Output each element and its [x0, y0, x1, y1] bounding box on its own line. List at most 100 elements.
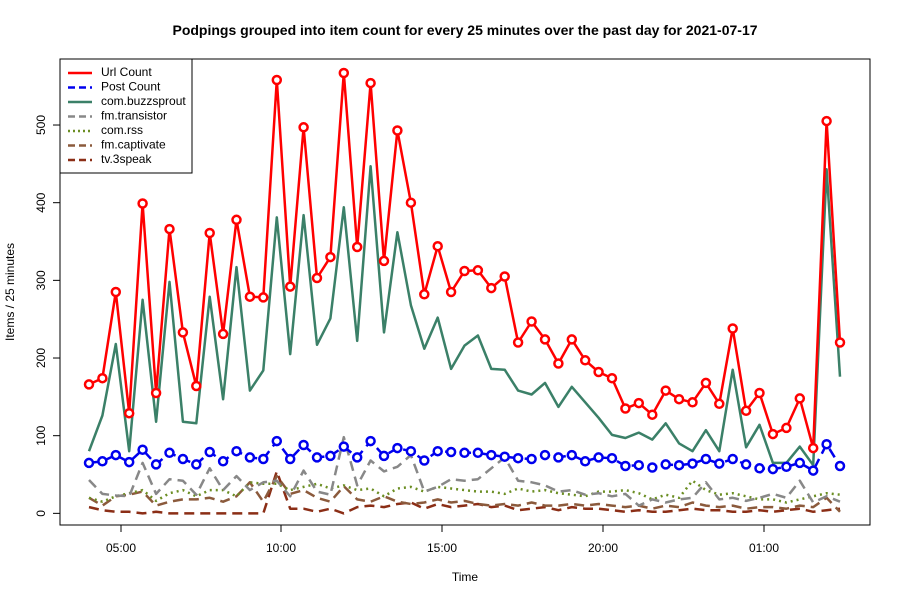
legend-label: fm.transistor [101, 109, 167, 123]
data-point [740, 459, 752, 470]
data-point [83, 379, 95, 390]
data-point [419, 455, 430, 466]
series-line-com-rss [88, 479, 841, 504]
data-point [110, 286, 122, 298]
data-point [566, 449, 578, 461]
data-point [834, 337, 846, 348]
data-point [325, 251, 336, 263]
data-point [392, 125, 403, 136]
data-point [204, 446, 215, 458]
data-point [727, 323, 738, 334]
data-point [767, 428, 779, 440]
data-point [781, 422, 792, 434]
chart-title: Podpings grouped into item count for eve… [172, 22, 757, 38]
data-point [553, 358, 564, 369]
data-point [459, 447, 470, 459]
data-point [298, 439, 309, 451]
data-point [499, 451, 510, 462]
data-point [714, 458, 725, 469]
data-point [204, 227, 215, 239]
data-point [700, 377, 712, 389]
data-point [499, 271, 510, 282]
data-point [633, 459, 645, 471]
data-point [714, 398, 725, 410]
data-point [137, 198, 148, 209]
data-point [164, 223, 175, 235]
y-axis-label: Items / 25 minutes [3, 243, 17, 341]
data-point [217, 328, 229, 340]
data-point [593, 452, 604, 463]
data-point [298, 122, 309, 133]
data-point [284, 281, 296, 292]
data-point [606, 372, 618, 384]
data-point [150, 459, 162, 470]
data-point [445, 446, 457, 458]
data-point [271, 74, 283, 86]
data-point [727, 453, 738, 465]
data-point [606, 452, 618, 464]
data-point [660, 459, 671, 470]
data-point [700, 453, 712, 465]
data-point [445, 286, 457, 298]
data-point [405, 445, 417, 457]
data-point [526, 453, 537, 465]
data-point [794, 393, 806, 404]
data-point [821, 438, 832, 450]
data-point [767, 463, 779, 475]
data-point [673, 459, 685, 471]
data-point [365, 435, 376, 447]
y-tick-label: 100 [34, 425, 48, 445]
y-tick-label: 500 [34, 115, 48, 135]
data-point [191, 380, 202, 392]
data-point [754, 463, 765, 474]
data-point [231, 445, 242, 457]
data-point [834, 460, 846, 472]
data-point [338, 441, 350, 452]
data-point [97, 456, 108, 467]
legend-label: fm.captivate [101, 138, 166, 152]
x-tick-label: 10:00 [266, 541, 296, 555]
data-point [647, 409, 658, 420]
data-point [378, 255, 390, 267]
legend-label: Url Count [101, 65, 152, 79]
data-point [807, 465, 819, 476]
data-point [459, 265, 470, 277]
data-point [97, 372, 108, 384]
data-point [177, 453, 189, 465]
x-tick-label: 01:00 [749, 541, 779, 555]
y-tick-label: 0 [34, 510, 48, 517]
x-tick-label: 20:00 [588, 541, 618, 555]
x-tick-label: 15:00 [427, 541, 457, 555]
data-point [486, 449, 497, 461]
data-point [754, 387, 765, 399]
data-point [258, 292, 269, 303]
data-point [137, 444, 148, 455]
legend-label: tv.3speak [101, 152, 152, 166]
data-point [781, 461, 792, 473]
data-point [164, 447, 175, 459]
data-point [620, 403, 631, 414]
data-point [486, 282, 497, 294]
x-axis: 05:00 10:00 15:00 20:00 01:00 [106, 524, 779, 555]
data-point [123, 407, 135, 419]
data-point [539, 334, 551, 345]
data-point [432, 240, 443, 252]
data-point [378, 450, 390, 462]
data-point [311, 272, 323, 284]
x-axis-label: Time [452, 570, 479, 584]
data-point [687, 397, 698, 408]
y-axis: 0 100 200 300 400 500 [34, 115, 61, 517]
data-point [539, 449, 551, 461]
data-point [647, 462, 658, 473]
data-point [351, 241, 363, 253]
data-point [311, 452, 323, 463]
data-point [419, 289, 430, 300]
data-point [432, 445, 443, 457]
data-point [579, 355, 591, 366]
data-point [620, 460, 631, 472]
data-point [593, 366, 604, 378]
data-point [579, 456, 591, 467]
data-point [660, 385, 671, 396]
y-tick-label: 200 [34, 348, 48, 368]
data-point [472, 447, 484, 459]
